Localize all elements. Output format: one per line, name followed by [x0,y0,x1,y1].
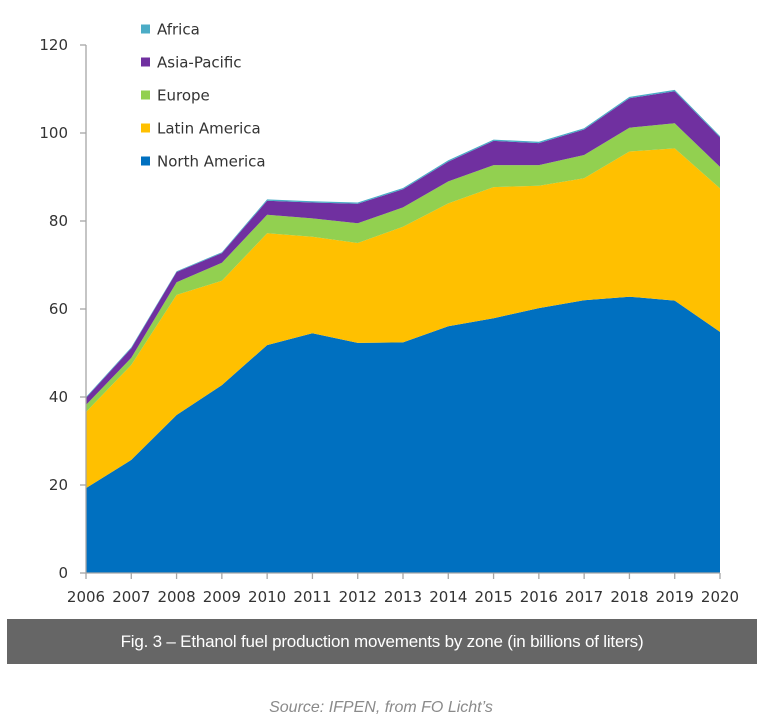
x-tick-label: 2018 [610,588,648,606]
legend-label: Africa [157,21,200,39]
figure-caption: Fig. 3 – Ethanol fuel production movemen… [120,631,644,651]
area-asia-pacific [86,91,720,405]
x-tick-label: 2008 [157,588,195,606]
area-north-america [86,296,720,573]
legend-item-asia-pacific: Asia-Pacific [141,54,242,72]
legend-swatch [141,24,150,34]
area-series-group [86,89,720,573]
legend-item-latin-america: Latin America [141,120,261,138]
x-tick-label: 2012 [339,588,377,606]
y-tick-label: 100 [39,124,68,142]
x-tick-label: 2013 [384,588,422,606]
legend-label: Europe [157,87,210,105]
legend-swatch [141,156,150,166]
figure-caption-bar: Fig. 3 – Ethanol fuel production movemen… [7,619,757,664]
x-tick-label: 2016 [520,588,558,606]
legend: Africa Asia-Pacific Europe Latin America Nor… [141,21,266,171]
y-tick-label: 120 [39,36,68,54]
x-tick-label: 2020 [701,588,739,606]
legend-swatch [141,90,150,100]
legend-item-north-america: North America [141,153,266,171]
x-tick-label: 2006 [67,588,105,606]
stacked-area-chart: 0 20 40 60 80 100 120 2006 2007 2008 2009 2010 2011 2… [39,21,739,607]
legend-swatch [141,123,150,133]
x-tick-label: 2014 [429,588,467,606]
y-tick-label: 0 [58,564,68,582]
legend-item-africa: Africa [141,21,200,39]
legend-item-europe: Europe [141,87,210,105]
y-tick-label: 60 [49,300,68,318]
y-tick-label: 20 [49,476,68,494]
x-tick-label: 2017 [565,588,603,606]
legend-label: Latin America [157,120,261,138]
x-tick-label: 2019 [656,588,694,606]
legend-label: Asia-Pacific [157,54,242,72]
x-tick-label: 2015 [474,588,512,606]
legend-swatch [141,57,150,67]
x-tick-label: 2007 [112,588,150,606]
source-note: Source: IFPEN, from FO Licht’s [269,699,493,716]
area-latin-america [86,148,720,489]
legend-label: North America [157,153,266,171]
x-tick-label: 2009 [203,588,241,606]
y-tick-label: 80 [49,212,68,230]
x-tick-label: 2010 [248,588,286,606]
axes-group: 0 20 40 60 80 100 120 2006 2007 2008 2009 2010 2011 2… [39,36,739,606]
x-tick-label: 2011 [293,588,331,606]
area-europe [86,123,720,413]
y-tick-label: 40 [49,388,68,406]
